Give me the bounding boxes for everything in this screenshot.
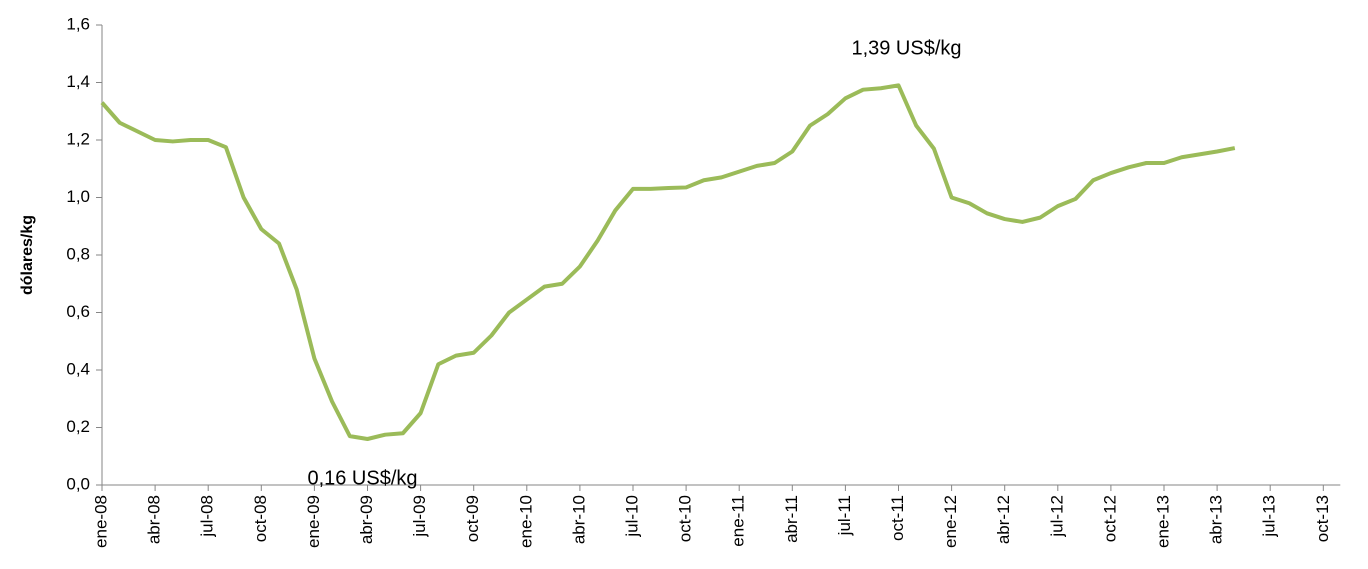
x-tick-label: ene-10 xyxy=(516,495,535,548)
y-tick-label: 1,0 xyxy=(66,187,90,206)
x-tick-label: ene-13 xyxy=(1153,495,1172,548)
x-tick-label: abr-12 xyxy=(994,495,1013,544)
x-tick-label: oct-10 xyxy=(676,495,695,542)
line-series xyxy=(100,83,1236,441)
x-tick-label: oct-13 xyxy=(1313,495,1332,542)
x-tick-label: ene-08 xyxy=(91,495,110,548)
y-tick-label: 0,8 xyxy=(66,244,90,263)
x-tick-label: jul-10 xyxy=(622,495,641,538)
x-tick-label: jul-09 xyxy=(410,495,429,538)
y-tick-label: 0,0 xyxy=(66,474,90,493)
x-tick-label: jul-13 xyxy=(1260,495,1279,538)
y-tick-label: 0,4 xyxy=(66,359,90,378)
annotation: 0,16 US$/kg xyxy=(307,467,417,489)
y-tick-label: 0,2 xyxy=(66,417,90,436)
y-tick-label: 1,2 xyxy=(66,129,90,148)
x-tick-label: ene-12 xyxy=(941,495,960,548)
y-tick-label: 1,6 xyxy=(66,14,90,33)
x-tick-label: abr-08 xyxy=(145,495,164,544)
x-tick-label: jul-11 xyxy=(835,495,854,536)
x-tick-label: abr-10 xyxy=(569,495,588,544)
x-tick-label: oct-08 xyxy=(251,495,270,542)
x-tick-label: jul-12 xyxy=(1047,495,1066,538)
x-tick-label: ene-11 xyxy=(729,495,748,547)
x-tick-label: oct-09 xyxy=(463,495,482,542)
annotation: 1,39 US$/kg xyxy=(851,38,961,60)
y-tick-label: 0,6 xyxy=(66,302,90,321)
x-tick-label: oct-12 xyxy=(1100,495,1119,542)
x-tick-label: abr-11 xyxy=(782,495,801,543)
y-tick-label: 1,4 xyxy=(66,72,90,91)
y-axis-label: dólares/kg xyxy=(19,215,36,295)
x-tick-label: abr-13 xyxy=(1207,495,1226,544)
x-tick-label: jul-08 xyxy=(198,495,217,538)
x-tick-label: ene-09 xyxy=(304,495,323,548)
x-tick-label: abr-09 xyxy=(357,495,376,544)
x-tick-label: oct-11 xyxy=(888,495,907,541)
